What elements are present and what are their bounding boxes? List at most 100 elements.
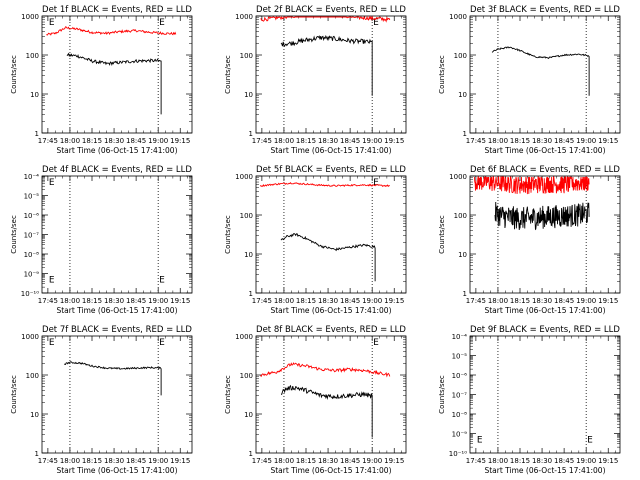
y-tick-label: 1 [35, 130, 39, 138]
y-axis-label: Counts/sec [10, 375, 18, 414]
x-tick-label: 18:30 [318, 457, 338, 465]
x-tick-label: 17:45 [252, 297, 272, 305]
e-marker-label: E [49, 178, 55, 188]
chart-title: Det 8f BLACK = Events, RED = LLD [256, 325, 406, 335]
y-tick-label: 100 [454, 212, 467, 220]
y-tick-label: 10⁻⁷ [24, 232, 40, 240]
y-tick-label: 100 [26, 372, 39, 380]
y-tick-label: 1 [463, 290, 467, 298]
x-axis-label: Start Time (06-Oct-15 17:41:00) [484, 466, 605, 475]
x-tick-label: 18:00 [488, 137, 508, 145]
x-tick-label: 18:15 [510, 297, 530, 305]
x-tick-label: 19:15 [170, 297, 190, 305]
series-line-lld [260, 15, 391, 23]
x-tick-label: 19:15 [384, 297, 404, 305]
y-tick-label: 10⁻⁵ [452, 353, 468, 361]
plot-frame [255, 335, 407, 454]
x-tick-label: 17:45 [466, 297, 486, 305]
e-marker-label: E [49, 338, 55, 348]
x-tick-label: 19:15 [598, 137, 618, 145]
chart-panel-2: Det 2f BLACK = Events, RED = LLD 1 10 100 10… [224, 5, 406, 155]
y-tick-label: 1 [249, 130, 253, 138]
y-tick-label: 10⁻⁵ [24, 193, 40, 201]
x-tick-label: 18:45 [126, 137, 146, 145]
chart-title: Det 3f BLACK = Events, RED = LLD [470, 5, 620, 15]
y-tick-label: 10⁻⁷ [452, 392, 468, 400]
x-tick-label: 17:45 [252, 457, 272, 465]
x-axis-label: Start Time (06-Oct-15 17:41:00) [484, 146, 605, 155]
x-tick-label: 18:00 [274, 137, 294, 145]
x-tick-label: 18:15 [510, 137, 530, 145]
x-tick-label: 18:45 [554, 457, 574, 465]
x-tick-label: 18:45 [340, 457, 360, 465]
series-line-lld [473, 175, 590, 195]
e-marker-label: E [159, 338, 165, 348]
chart-title: Det 1f BLACK = Events, RED = LLD [42, 5, 192, 15]
x-tick-label: 18:15 [82, 457, 102, 465]
x-axis-label: Start Time (06-Oct-15 17:41:00) [56, 306, 177, 315]
y-tick-label: 10 [30, 411, 39, 419]
y-tick-label: 10 [244, 91, 253, 99]
y-tick-label: 100 [454, 52, 467, 60]
x-tick-label: 19:15 [598, 297, 618, 305]
y-tick-label: 1000 [235, 13, 253, 21]
x-tick-label: 18:00 [274, 297, 294, 305]
y-axis-label: Counts/sec [10, 215, 18, 254]
y-axis-label: Counts/sec [224, 215, 232, 254]
x-tick-label: 18:15 [296, 137, 316, 145]
series-line-lld [260, 362, 391, 378]
chart-panel-6: Det 6f BLACK = Events, RED = LLD 1 10 100 10… [438, 165, 620, 315]
plot-frame [255, 175, 407, 294]
x-tick-label: 18:00 [60, 297, 80, 305]
plot-frame [41, 335, 193, 454]
chart-title: Det 7f BLACK = Events, RED = LLD [42, 325, 192, 335]
chart-panel-5: Det 5f BLACK = Events, RED = LLD 1 10 100 10… [224, 165, 406, 315]
y-tick-label: 1 [463, 130, 467, 138]
x-tick-label: 17:45 [38, 297, 58, 305]
x-tick-label: 19:15 [384, 137, 404, 145]
y-axis-label: Counts/sec [438, 55, 446, 94]
y-tick-label: 10⁻⁴ [24, 173, 40, 181]
plot-frame [469, 15, 621, 134]
e-marker-label: E [49, 18, 55, 28]
x-tick-label: 19:00 [362, 457, 382, 465]
e-marker-label: E [373, 18, 379, 28]
x-tick-label: 18:00 [60, 137, 80, 145]
x-tick-label: 19:15 [598, 457, 618, 465]
chart-panel-3: Det 3f BLACK = Events, RED = LLD 1 10 100 10… [438, 5, 620, 155]
y-tick-label: 1 [249, 450, 253, 458]
y-axis-label: Counts/sec [224, 375, 232, 414]
chart-title: Det 6f BLACK = Events, RED = LLD [470, 165, 620, 175]
y-tick-label: 1 [35, 450, 39, 458]
y-axis-label: Counts/sec [10, 55, 18, 94]
x-tick-label: 19:00 [148, 297, 168, 305]
y-tick-label: 10 [30, 91, 39, 99]
x-tick-label: 19:00 [576, 137, 596, 145]
plot-frame [255, 15, 407, 134]
y-tick-label: 100 [240, 372, 253, 380]
e-marker-label: E [373, 338, 379, 348]
series-line-events [64, 361, 162, 396]
y-tick-label: 100 [26, 52, 39, 60]
x-tick-label: 18:15 [82, 297, 102, 305]
x-tick-label: 19:15 [170, 137, 190, 145]
y-tick-label: 10⁻⁹ [452, 431, 468, 439]
y-tick-label: 10⁻⁸ [24, 251, 40, 259]
chart-panel-4: Det 4f BLACK = Events, RED = LLD 10⁻¹⁰ 10⁻… [10, 165, 192, 315]
x-tick-label: 18:00 [488, 457, 508, 465]
x-tick-label: 17:45 [466, 137, 486, 145]
series-line-lld [46, 26, 177, 36]
y-tick-label: 10⁻⁶ [24, 212, 40, 220]
e-marker-label: E [587, 436, 593, 446]
plot-frame [41, 175, 193, 294]
chart-title: Det 4f BLACK = Events, RED = LLD [42, 165, 192, 175]
plot-frame [469, 335, 621, 454]
x-tick-label: 18:45 [126, 297, 146, 305]
e-marker-label: E [159, 18, 165, 28]
chart-panel-1: Det 1f BLACK = Events, RED = LLD 1 10 100 10… [10, 5, 192, 155]
x-tick-label: 18:15 [296, 457, 316, 465]
x-tick-label: 18:30 [318, 137, 338, 145]
y-axis-label: Counts/sec [224, 55, 232, 94]
x-axis-label: Start Time (06-Oct-15 17:41:00) [56, 146, 177, 155]
